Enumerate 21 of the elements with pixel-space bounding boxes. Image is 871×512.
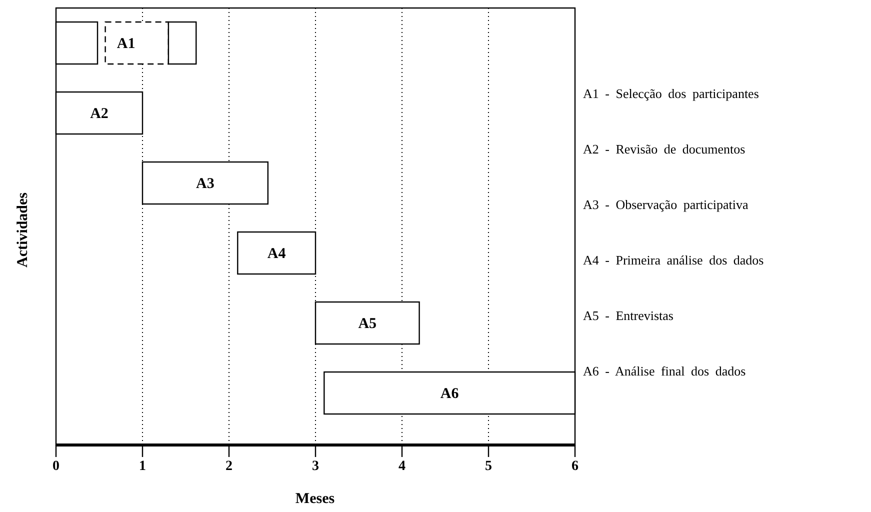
text: A2 - Revisão de documentos xyxy=(583,142,746,156)
x-tick-label: 3 xyxy=(312,459,319,474)
x-axis-title: Meses xyxy=(295,491,335,507)
y-tick-label: A1 xyxy=(116,36,136,52)
y-tick-label: A6 xyxy=(440,386,460,402)
text: A6 - Análise final dos dados xyxy=(583,364,746,378)
y-tick-label: A3 xyxy=(196,176,214,192)
text: A1 - Selecção dos participantes xyxy=(583,86,759,101)
y-tick-label: A5 xyxy=(358,316,377,332)
x-tick-label: 6 xyxy=(572,459,578,474)
x-tick-label: 2 xyxy=(226,459,232,474)
x-tick-label: 0 xyxy=(52,459,60,474)
y-axis-title: Actividades xyxy=(15,192,31,268)
x-tick-label: 5 xyxy=(485,459,492,474)
x-tick-label: 4 xyxy=(398,459,406,474)
text: A5 - Entrevistas xyxy=(583,308,674,323)
x-tick-label: 1 xyxy=(139,459,146,474)
y-tick-label: A4 xyxy=(267,246,286,262)
text: A4 - Primeira análise dos dados xyxy=(583,252,764,268)
y-tick-label: A2 xyxy=(90,106,108,122)
text: A3 - Observação participativa xyxy=(583,197,749,212)
